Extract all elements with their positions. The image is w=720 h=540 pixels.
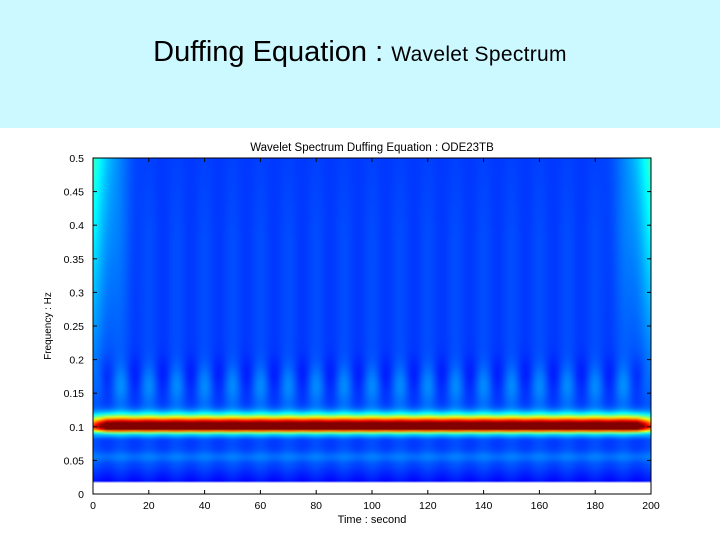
- x-tick-label: 60: [255, 500, 267, 512]
- x-tick-label: 100: [363, 500, 381, 512]
- slide-title-sub: Wavelet Spectrum: [391, 43, 567, 66]
- y-axis: 0 0.05 0.1 0.15 0.2 0.25 0.3 0.35 0.4 0.45 0.5: [64, 153, 651, 501]
- slide-header: Duffing Equation : Wavelet Spectrum: [0, 0, 720, 128]
- slide-title: Duffing Equation : Wavelet Spectrum: [0, 36, 720, 69]
- x-tick-label: 20: [143, 500, 155, 512]
- y-tick-label: 0.45: [64, 187, 85, 199]
- heatmap-image: [93, 158, 651, 494]
- y-tick-label: 0.4: [69, 220, 84, 232]
- x-axis: 0 20 40 60 80 100 120 140 160 180 200: [90, 158, 660, 512]
- x-axis-label: Time : second: [338, 514, 407, 526]
- y-tick-label: 0.2: [69, 355, 84, 367]
- y-tick-label: 0.3: [69, 287, 84, 299]
- x-tick-label: 80: [310, 500, 322, 512]
- x-tick-label: 160: [531, 500, 549, 512]
- y-tick-label: 0.5: [69, 153, 84, 165]
- x-tick-label: 40: [199, 500, 211, 512]
- chart-title: Wavelet Spectrum Duffing Equation : ODE2…: [250, 142, 494, 154]
- x-tick-label: 200: [642, 500, 660, 512]
- slide-title-main: Duffing Equation :: [153, 36, 392, 68]
- x-tick-label: 140: [475, 500, 493, 512]
- y-tick-label: 0.35: [64, 254, 85, 266]
- y-tick-label: 0.25: [64, 321, 85, 333]
- y-tick-label: 0: [78, 489, 84, 501]
- wavelet-spectrum-chart: Wavelet Spectrum Duffing Equation : ODE2…: [43, 142, 660, 526]
- x-tick-label: 180: [586, 500, 604, 512]
- y-tick-label: 0.1: [69, 422, 84, 434]
- x-tick-label: 0: [90, 500, 96, 512]
- x-tick-label: 120: [419, 500, 437, 512]
- y-tick-label: 0.05: [64, 455, 85, 467]
- y-axis-label: Frequency : Hz: [43, 292, 54, 360]
- y-tick-label: 0.15: [64, 388, 85, 400]
- heatmap-area: [93, 158, 651, 494]
